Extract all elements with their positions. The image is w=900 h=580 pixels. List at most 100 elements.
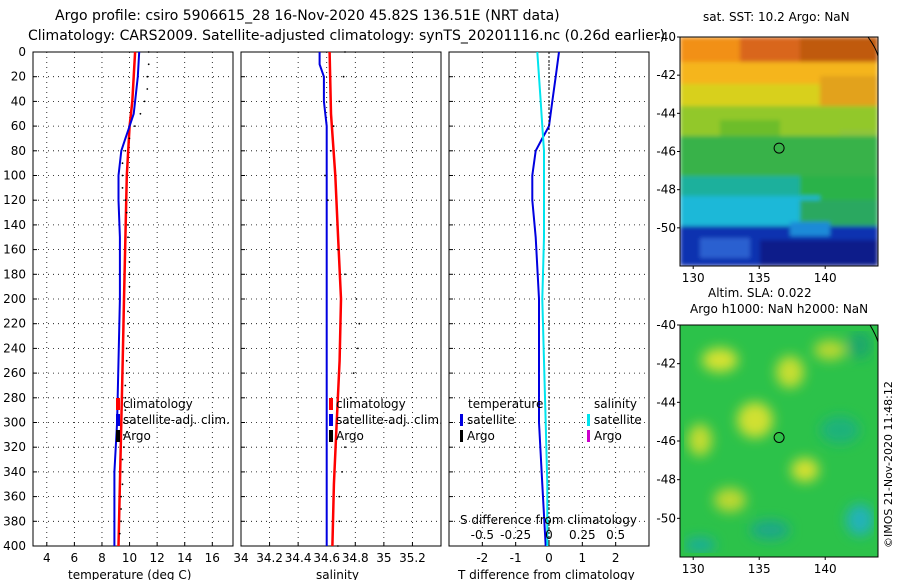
salinity-satellite-line xyxy=(536,51,549,546)
argo-point xyxy=(127,322,129,325)
sst-map-axes: -40 -42 -44 -46 -48 -50 130 135 140 xyxy=(656,30,836,285)
diff-legend-s-argo-label: Argo xyxy=(594,429,622,443)
x-tick-label: 34.8 xyxy=(342,551,369,565)
argo-point xyxy=(125,211,128,214)
lon-tick-label: 130 xyxy=(682,562,705,576)
argo-point xyxy=(127,298,129,300)
depth-tick-label: 80 xyxy=(11,144,26,158)
x-tick-label: 35 xyxy=(376,551,391,565)
argo-point xyxy=(338,100,341,103)
argo-point xyxy=(143,100,146,103)
legend-satellite-label: satellite-adj. clim. xyxy=(123,413,230,427)
sal-legend-argo-swatch xyxy=(329,430,333,442)
argo-point xyxy=(358,322,361,325)
s-difference-tick-label: -0.5 xyxy=(471,528,494,542)
argo-point xyxy=(124,384,127,387)
lat-tick-label: -40 xyxy=(656,30,676,44)
difference-panel: -2 -1 0 1 2 xyxy=(448,51,650,565)
depth-tick-label: 320 xyxy=(3,440,26,454)
sla-map-axes: -40 -42 -44 -46 -48 -50 130 135 140 xyxy=(656,318,836,576)
argo-point xyxy=(120,508,122,510)
argo-point xyxy=(128,273,131,276)
diff-legend-t-argo-label: Argo xyxy=(467,429,495,443)
argo-point xyxy=(121,187,124,189)
argo-point xyxy=(127,335,129,337)
lat-tick-label: -42 xyxy=(656,68,676,82)
satellite-adj-clim--line xyxy=(318,52,328,546)
sal-legend-satellite-label: satellite-adj. clim. xyxy=(336,413,443,427)
lat-tick-label: -44 xyxy=(656,395,676,409)
depth-tick-label: 280 xyxy=(3,391,26,405)
argo-point xyxy=(121,483,124,486)
sla-map xyxy=(680,325,878,557)
difference-legend: temperature salinity satellite Argo sate… xyxy=(460,397,642,443)
legend-satellite-swatch xyxy=(116,414,120,426)
depth-tick-label: 180 xyxy=(3,267,26,281)
depth-tick-label: 40 xyxy=(11,94,26,108)
argo-point xyxy=(125,359,128,362)
lat-tick-label: -48 xyxy=(656,183,676,197)
argo-point xyxy=(332,125,335,127)
argo-point xyxy=(118,532,121,535)
argo-point xyxy=(146,75,149,78)
depth-axis: 0 20 40 60 80 100 120 140 160 180 200 220 240 260 280 3… xyxy=(3,45,26,553)
sal-legend-satellite-swatch xyxy=(329,414,333,426)
depth-tick-label: 20 xyxy=(11,70,26,84)
depth-tick-label: 220 xyxy=(3,317,26,331)
argo-point xyxy=(123,446,125,449)
x-tick-label: 34.4 xyxy=(285,551,312,565)
lon-tick-label: 135 xyxy=(748,271,771,285)
temperature-legend: climatology satellite-adj. clim. Argo xyxy=(116,397,230,443)
argo-point xyxy=(329,149,332,152)
argo-point xyxy=(121,162,124,165)
s-difference-tick-label: 0.5 xyxy=(606,528,625,542)
temperature-satellite-line xyxy=(531,51,560,547)
t-difference-xlabel: T difference from climatology xyxy=(457,568,635,580)
argo-point xyxy=(347,421,349,424)
s-difference-label: S difference from climatology xyxy=(460,513,637,527)
climatology-line xyxy=(328,51,343,547)
sla-argo-location-marker xyxy=(773,432,785,443)
x-tick-label: 8 xyxy=(98,551,106,565)
figure-title-line2: Climatology: CARS2009. Satellite-adjuste… xyxy=(28,28,665,44)
argo-point xyxy=(120,495,122,498)
sla-map-title-line1: Altim. SLA: 0.022 xyxy=(708,286,812,300)
argo-point xyxy=(123,421,125,424)
argo-point xyxy=(121,174,124,177)
lon-tick-label: 130 xyxy=(682,271,705,285)
lon-tick-label: 140 xyxy=(814,271,837,285)
satellite-adj-clim--line xyxy=(113,51,141,546)
climatology-line xyxy=(117,51,137,547)
legend-argo-swatch xyxy=(116,430,120,442)
argo-point xyxy=(329,224,332,226)
temperature-xlabel: temperature (deg C) xyxy=(68,568,191,580)
argo-point xyxy=(128,261,131,263)
lat-tick-label: -50 xyxy=(656,221,676,235)
lat-tick-label: -40 xyxy=(656,318,676,332)
sst-map xyxy=(680,37,878,266)
x-tick-label: -1 xyxy=(510,551,522,565)
depth-tick-label: 60 xyxy=(11,119,26,133)
x-tick-label: 34.2 xyxy=(256,551,283,565)
x-tick-label: 35.2 xyxy=(399,551,426,565)
argo-point xyxy=(355,298,358,300)
imos-watermark: ©IMOS 21-Nov-2020 11:48:12 xyxy=(882,381,895,548)
argo-point xyxy=(125,347,128,350)
x-tick-label: 34.6 xyxy=(313,551,340,565)
x-tick-label: 4 xyxy=(43,551,51,565)
lat-tick-label: -50 xyxy=(656,511,676,525)
s-difference-tick-label: 0 xyxy=(545,528,553,542)
argo-point xyxy=(128,285,131,288)
diff-legend-t-satellite-swatch xyxy=(460,414,463,426)
argo-point xyxy=(327,199,329,202)
figure-title-line1: Argo profile: csiro 5906615_28 16-Nov-20… xyxy=(55,8,560,24)
sla-map-title-line2: Argo h1000: NaN h2000: NaN xyxy=(690,302,868,316)
argo-point xyxy=(344,51,346,53)
argo-point xyxy=(134,125,136,127)
depth-tick-label: 120 xyxy=(3,193,26,207)
argo-point xyxy=(338,495,341,498)
sal-legend-climatology-swatch xyxy=(329,398,333,410)
lon-tick-label: 140 xyxy=(814,562,837,576)
argo-point xyxy=(341,471,343,473)
